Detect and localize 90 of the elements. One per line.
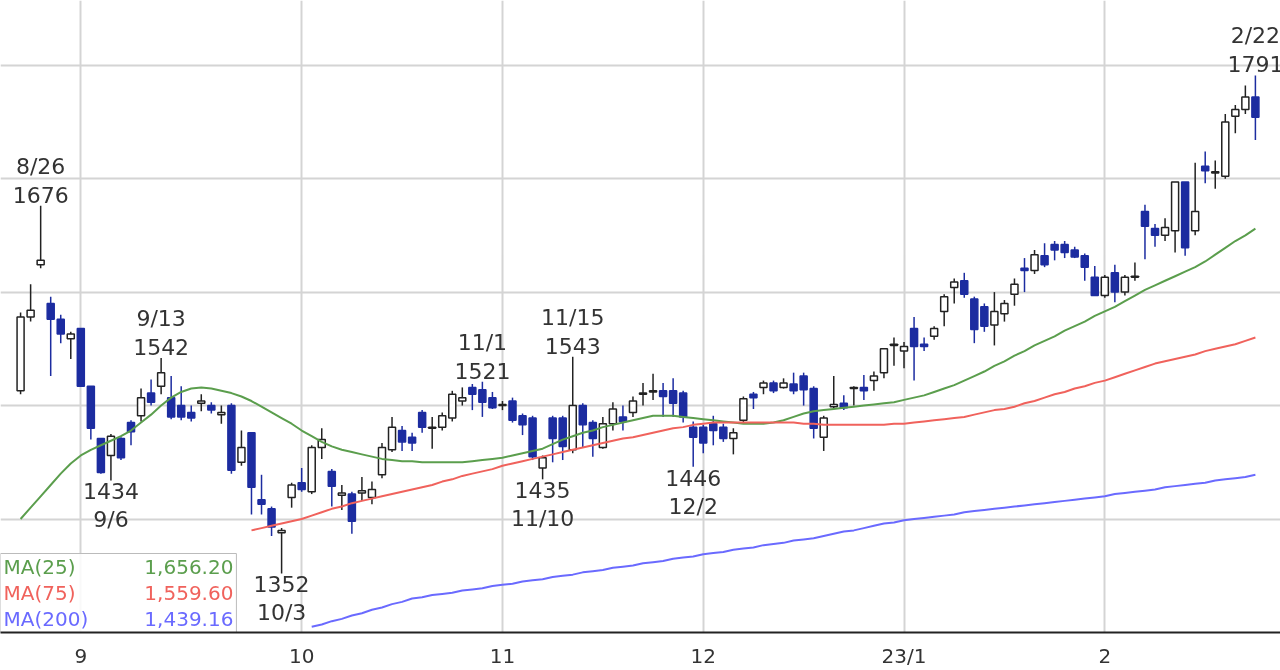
series-label: MA(25) [3,554,76,579]
candlestick [648,373,658,401]
candlestick [879,348,889,380]
candlestick [267,505,276,537]
candlestick [1150,223,1160,248]
annotation: 1,559.60 [144,581,234,605]
candlestick [1160,217,1170,242]
x-tick-label: 11 [489,643,516,668]
annotation: 9/13 [136,305,186,331]
candlestick [1140,203,1150,260]
annotation: 1543 [544,333,601,359]
candlestick [397,425,407,452]
annotation: 1542 [133,334,190,360]
candlestick [26,283,35,323]
candlestick [427,416,437,450]
candlestick [628,395,638,418]
candlestick [146,378,156,407]
annotation: 12/2 [668,493,718,519]
candlestick [739,395,748,424]
candlestick [909,316,919,382]
candlestick [136,387,146,423]
x-tick-label: 12 [690,643,716,668]
candlestick [357,476,367,502]
annotation: 1352 [253,572,310,598]
annotation: 9/6 [93,507,129,533]
candlestick [417,409,427,434]
x-tick-label: 2 [1098,643,1112,668]
candlestick [1040,242,1049,268]
candlestick [297,467,306,493]
candlestick [277,527,286,575]
candlestick [287,481,296,509]
x-tick-label: 23/1 [881,643,927,668]
candlestick [729,427,738,456]
candlestick [668,377,678,418]
candlestick [387,416,397,453]
candlestick [156,357,166,395]
candlestick [36,205,45,270]
annotation: 11/15 [541,304,605,330]
candlestick [1110,264,1120,304]
candlestick [1130,261,1140,282]
candlestick [1010,277,1019,307]
candlestick [1030,249,1039,275]
text: MA(75) [3,581,76,605]
candlestick [1190,162,1200,237]
candlestick [237,429,246,467]
x-tick-label: 9 [74,643,88,668]
candlestick [1020,257,1029,293]
candlestick [829,375,839,410]
candlestick [116,436,126,461]
candlestick [1251,74,1260,141]
candlestick [1090,265,1100,297]
annotation: 11/1 [457,329,508,355]
candlestick [949,277,959,305]
candlestick [688,420,698,468]
candlestick [939,293,949,327]
candlestick [217,404,226,425]
candlestick [859,374,869,401]
candlestick [1120,274,1130,297]
candlestick [1200,150,1210,184]
candlestick [327,468,337,508]
candlestick [176,385,186,422]
candlestick [538,454,547,481]
annotation: 2/22 [1230,23,1280,49]
candlestick [960,272,969,299]
candlestick [899,341,909,369]
candlestick [638,382,648,407]
annotation: 1435 [514,478,571,504]
annotation: 1,439.16 [144,607,234,632]
candlestick [869,370,879,392]
annotation: 10/3 [256,600,307,626]
annotation: 1521 [454,358,511,384]
annotation: 1,656.20 [144,554,234,579]
candlestick [1100,274,1110,299]
candlestick [608,401,618,432]
annotation: 11/10 [510,506,575,532]
candlestick [66,331,76,360]
annotation: 1434 [82,479,139,505]
candlestick [337,484,347,511]
candlestick [257,474,266,516]
annotation: 1676 [12,182,69,208]
candlestick [819,415,828,452]
candlestick [578,402,588,449]
candlestick [658,382,668,418]
candlestick [618,404,628,432]
x-tick-label: 10 [288,643,315,668]
candlestick [437,411,447,432]
text: MA(200) [3,607,89,632]
candlestick [407,432,417,452]
annotation: 1446 [665,465,722,491]
annotation: 8/26 [15,153,66,179]
